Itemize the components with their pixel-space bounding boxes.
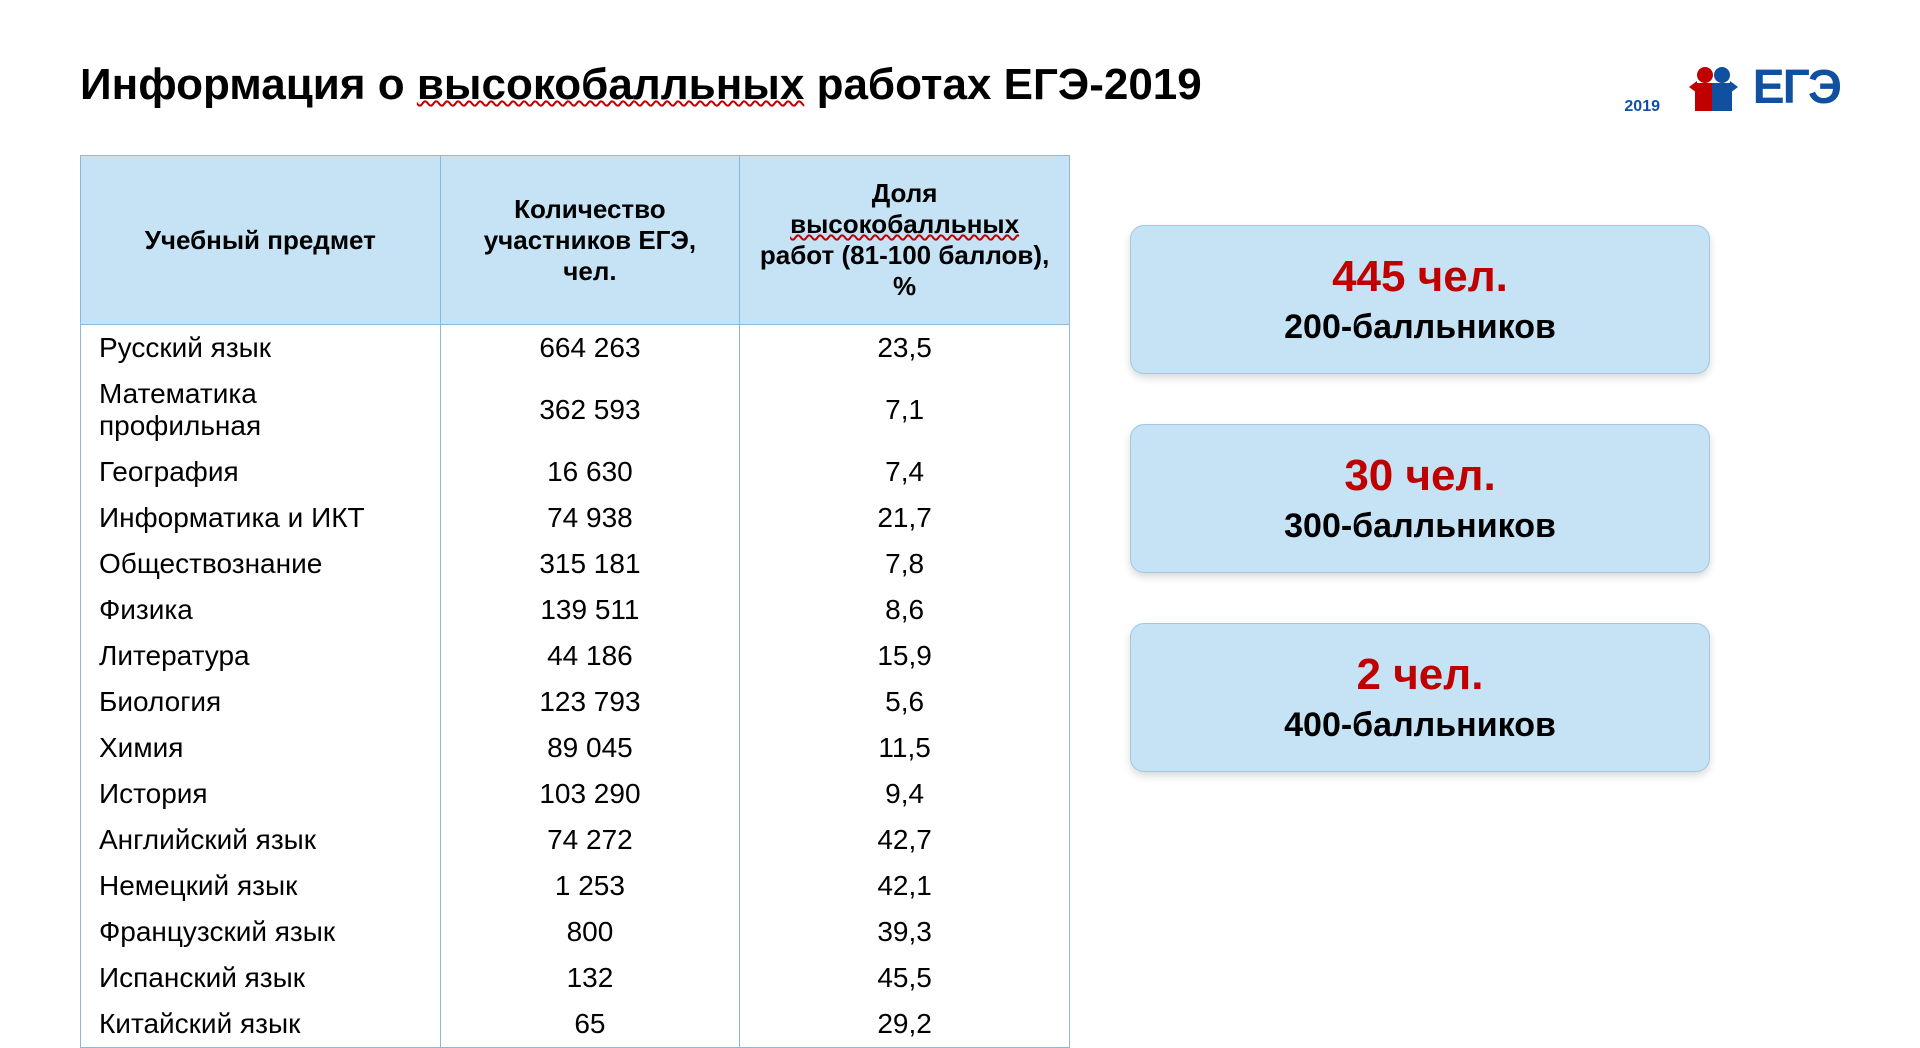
cell-participants: 139 511 [440, 587, 740, 633]
content: Учебный предмет Количество участников ЕГ… [80, 155, 1840, 1048]
cell-share: 45,5 [740, 955, 1070, 1001]
stat-card-label: 200-балльников [1161, 308, 1679, 347]
table-body: Русский язык664 26323,5Математика профил… [81, 325, 1070, 1048]
stat-card-label: 400-балльников [1161, 706, 1679, 745]
col-participants: Количество участников ЕГЭ, чел. [440, 156, 740, 325]
table-row: Английский язык74 27242,7 [81, 817, 1070, 863]
logo-year: 2019 [1624, 98, 1660, 116]
cell-share: 15,9 [740, 633, 1070, 679]
title-suffix: работах ЕГЭ-2019 [804, 60, 1201, 109]
table-row: Немецкий язык1 25342,1 [81, 863, 1070, 909]
cell-subject: Химия [81, 725, 441, 771]
title-underline: высокобалльных [417, 60, 805, 109]
cell-participants: 16 630 [440, 449, 740, 495]
cell-subject: География [81, 449, 441, 495]
table-row: Информатика и ИКТ74 93821,7 [81, 495, 1070, 541]
cell-subject: Физика [81, 587, 441, 633]
table-row: Биология123 7935,6 [81, 679, 1070, 725]
table-row: География16 6307,4 [81, 449, 1070, 495]
table-row: Литература44 18615,9 [81, 633, 1070, 679]
cell-share: 7,8 [740, 541, 1070, 587]
cell-participants: 800 [440, 909, 740, 955]
cell-participants: 44 186 [440, 633, 740, 679]
col-highscore-share: Доля высокобалльных работ (81-100 баллов… [740, 156, 1070, 325]
cell-subject: Немецкий язык [81, 863, 441, 909]
col-subject: Учебный предмет [81, 156, 441, 325]
cell-subject: Французский язык [81, 909, 441, 955]
cell-share: 9,4 [740, 771, 1070, 817]
cell-participants: 103 290 [440, 771, 740, 817]
table-row: История103 2909,4 [81, 771, 1070, 817]
cell-subject: Китайский язык [81, 1001, 441, 1048]
cell-participants: 315 181 [440, 541, 740, 587]
title-prefix: Информация о [80, 60, 417, 109]
table-row: Обществознание315 1817,8 [81, 541, 1070, 587]
cell-subject: Биология [81, 679, 441, 725]
table-row: Химия89 04511,5 [81, 725, 1070, 771]
table-row: Французский язык80039,3 [81, 909, 1070, 955]
cell-share: 42,1 [740, 863, 1070, 909]
cell-subject: Литература [81, 633, 441, 679]
cell-share: 39,3 [740, 909, 1070, 955]
cell-share: 21,7 [740, 495, 1070, 541]
cell-share: 23,5 [740, 325, 1070, 372]
ege-logo: 2019 ЕГЭ [1687, 60, 1840, 115]
cell-participants: 89 045 [440, 725, 740, 771]
cell-subject: Русский язык [81, 325, 441, 372]
subjects-table: Учебный предмет Количество участников ЕГ… [80, 155, 1070, 1048]
stats-cards: 445 чел. 200-балльников 30 чел. 300-балльни… [1130, 155, 1840, 772]
cell-share: 5,6 [740, 679, 1070, 725]
table-row: Физика139 5118,6 [81, 587, 1070, 633]
cell-subject: Информатика и ИКТ [81, 495, 441, 541]
cell-subject: Английский язык [81, 817, 441, 863]
cell-subject: История [81, 771, 441, 817]
table-wrap: Учебный предмет Количество участников ЕГ… [80, 155, 1070, 1048]
stat-card-number: 445 чел. [1161, 252, 1679, 302]
cell-participants: 65 [440, 1001, 740, 1048]
logo-text: ЕГЭ [1753, 60, 1840, 115]
cell-participants: 74 272 [440, 817, 740, 863]
cell-subject: Обществознание [81, 541, 441, 587]
cell-share: 29,2 [740, 1001, 1070, 1048]
cell-participants: 1 253 [440, 863, 740, 909]
cell-participants: 132 [440, 955, 740, 1001]
table-row: Русский язык664 26323,5 [81, 325, 1070, 372]
cell-subject: Испанский язык [81, 955, 441, 1001]
stat-card: 445 чел. 200-балльников [1130, 225, 1710, 374]
cell-participants: 123 793 [440, 679, 740, 725]
header: Информация о высокобалльных работах ЕГЭ-… [80, 60, 1840, 115]
cell-share: 7,4 [740, 449, 1070, 495]
cell-participants: 74 938 [440, 495, 740, 541]
table-row: Китайский язык6529,2 [81, 1001, 1070, 1048]
table-row: Математика профильная362 5937,1 [81, 371, 1070, 449]
stat-card-label: 300-балльников [1161, 507, 1679, 546]
cell-share: 7,1 [740, 371, 1070, 449]
cell-share: 8,6 [740, 587, 1070, 633]
cell-share: 11,5 [740, 725, 1070, 771]
cell-participants: 664 263 [440, 325, 740, 372]
stat-card-number: 2 чел. [1161, 650, 1679, 700]
ege-logo-icon [1687, 63, 1747, 113]
cell-participants: 362 593 [440, 371, 740, 449]
table-row: Испанский язык13245,5 [81, 955, 1070, 1001]
cell-subject: Математика профильная [81, 371, 441, 449]
stat-card: 2 чел. 400-балльников [1130, 623, 1710, 772]
stat-card-number: 30 чел. [1161, 451, 1679, 501]
page-title: Информация о высокобалльных работах ЕГЭ-… [80, 60, 1202, 110]
cell-share: 42,7 [740, 817, 1070, 863]
stat-card: 30 чел. 300-балльников [1130, 424, 1710, 573]
